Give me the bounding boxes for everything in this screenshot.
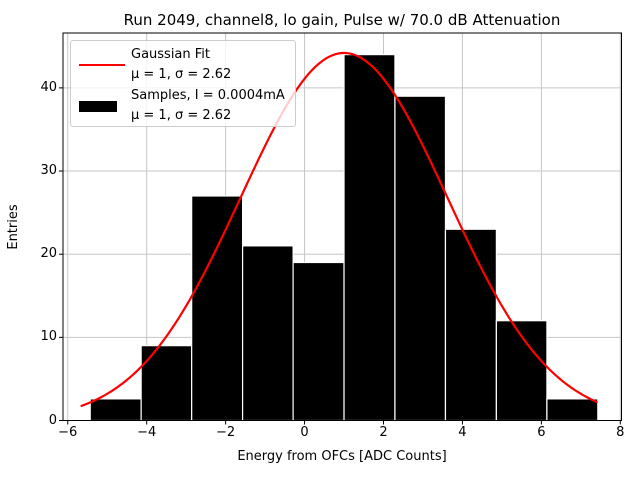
x-axis-label: Energy from OFCs [ADC Counts] xyxy=(237,449,447,464)
y-tick-label: 30 xyxy=(40,163,57,179)
legend-entry-gaussian-fit: Gaussian Fit μ = 1, σ = 2.62 xyxy=(77,45,289,85)
legend-label-fit-line2: μ = 1, σ = 2.62 xyxy=(131,67,232,82)
legend-label-fit-line1: Gaussian Fit xyxy=(131,47,211,62)
histogram-bar xyxy=(546,398,599,422)
y-tick-label: 10 xyxy=(40,329,57,345)
x-tick-label: 2 xyxy=(379,425,388,440)
histogram-bar xyxy=(191,195,244,422)
x-tick-label: 0 xyxy=(300,425,309,440)
histogram-bar xyxy=(343,54,396,422)
histogram-bar xyxy=(394,95,447,422)
y-tick-label: 20 xyxy=(40,246,57,262)
x-tick-label: −4 xyxy=(137,425,157,440)
gaussian-fit-curve xyxy=(80,51,598,407)
legend: Gaussian Fit μ = 1, σ = 2.62 Samples, I … xyxy=(70,40,296,127)
chart-title: Run 2049, channel8, lo gain, Pulse w/ 70… xyxy=(123,11,561,29)
histogram-bar xyxy=(292,261,345,422)
x-tick-label: −6 xyxy=(58,425,78,440)
y-tick-label: 0 xyxy=(48,412,57,428)
x-tick-label: 6 xyxy=(537,425,546,440)
histogram-bar xyxy=(241,245,294,422)
histogram-bar xyxy=(444,228,497,422)
x-tick-label: 4 xyxy=(458,425,467,440)
legend-entry-samples: Samples, I = 0.0004mA μ = 1, σ = 2.62 xyxy=(77,86,289,126)
red-line-icon xyxy=(79,64,125,66)
y-axis-label: Entries xyxy=(6,204,21,250)
histogram-bar xyxy=(140,345,193,422)
x-tick-label: 8 xyxy=(616,425,625,440)
legend-label-samples-line2: μ = 1, σ = 2.62 xyxy=(131,108,232,123)
y-tick-label: 40 xyxy=(40,79,57,95)
black-patch-icon xyxy=(79,100,117,112)
legend-label-samples-line1: Samples, I = 0.0004mA xyxy=(131,88,285,103)
histogram-bar xyxy=(89,398,142,422)
plot-border xyxy=(62,32,622,421)
x-tick-label: −2 xyxy=(216,425,236,440)
